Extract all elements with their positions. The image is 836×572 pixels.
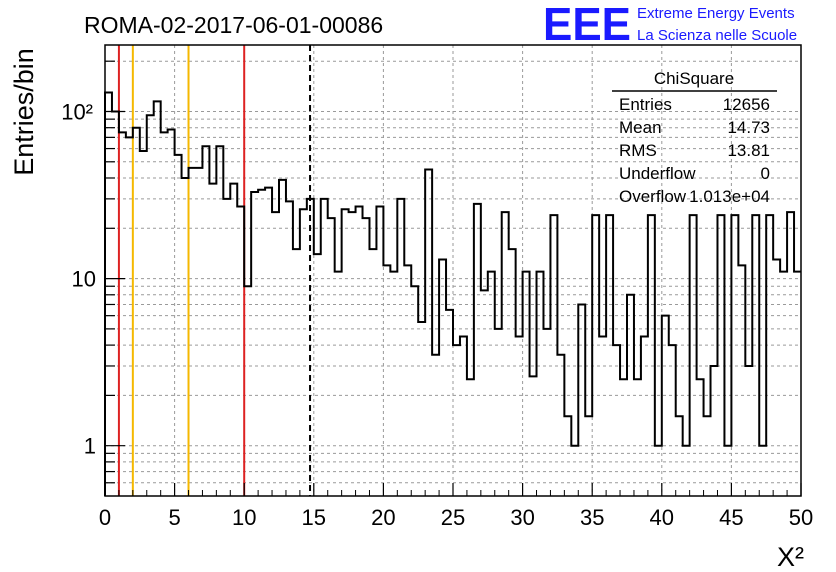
stats-label-underflow: Underflow — [619, 164, 696, 183]
stats-label-entries: Entries — [619, 95, 672, 114]
x-tick-label: 35 — [580, 505, 604, 530]
chart-title: ROMA-02-2017-06-01-00086 — [84, 12, 383, 38]
stats-box-title: ChiSquare — [654, 69, 734, 88]
eee-logo: EEE — [543, 0, 631, 50]
x-tick-label: 20 — [371, 505, 395, 530]
x-tick-label: 50 — [789, 505, 813, 530]
stats-value-rms: 13.81 — [727, 141, 770, 160]
y-tick-label: 10 — [72, 267, 96, 292]
y-axis-label: Entries/bin — [9, 48, 39, 176]
brand-line-2: La Scienza nelle Scuole — [637, 27, 797, 44]
x-tick-label: 25 — [441, 505, 465, 530]
x-tick-label: 45 — [719, 505, 743, 530]
histogram-outline — [104, 91, 801, 496]
y-tick-label: 1 — [84, 434, 96, 459]
axis-ticks — [104, 60, 802, 496]
stats-value-overflow: 1.013e+04 — [689, 187, 770, 206]
stats-value-mean: 14.73 — [727, 118, 770, 137]
y-tick-labels: 1 10 10² — [61, 99, 96, 458]
stats-box: ChiSquare Entries 12656 Mean 14.73 RMS 1… — [612, 69, 777, 206]
x-tick-label: 15 — [302, 505, 326, 530]
stats-value-entries: 12656 — [723, 95, 770, 114]
x-axis-label: X² — [777, 542, 804, 572]
eee-brand: EEE Extreme Energy Events La Scienza nel… — [543, 0, 797, 50]
reference-lines — [117, 45, 312, 496]
y-tick-label: 10² — [61, 99, 93, 124]
x-tick-label: 30 — [510, 505, 534, 530]
x-tick-label: 40 — [650, 505, 674, 530]
stats-label-mean: Mean — [619, 118, 662, 137]
stats-label-rms: RMS — [619, 141, 657, 160]
stats-value-underflow: 0 — [761, 164, 770, 183]
stats-label-overflow: Overflow — [619, 187, 687, 206]
x-tick-label: 0 — [99, 505, 111, 530]
x-tick-label: 5 — [168, 505, 180, 530]
x-tick-labels: 0 5 10 15 20 25 30 35 40 45 50 — [99, 505, 813, 530]
x-tick-label: 10 — [232, 505, 256, 530]
brand-line-1: Extreme Energy Events — [637, 5, 795, 22]
